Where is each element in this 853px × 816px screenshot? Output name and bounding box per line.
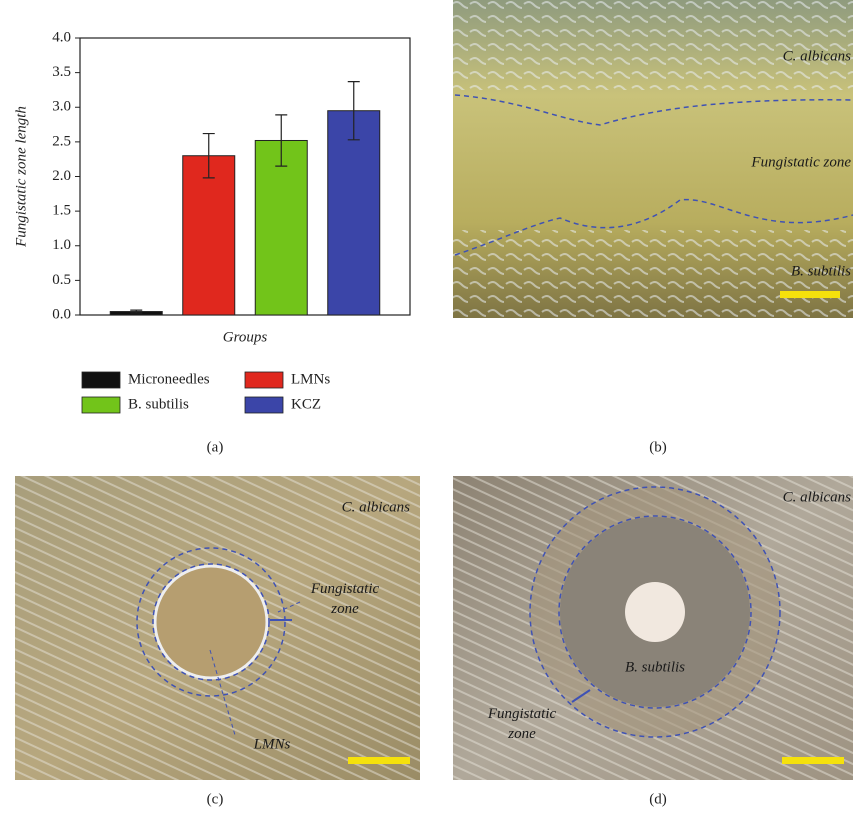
y-tick-label: 4.0 [52, 29, 71, 45]
y-tick-label: 0.0 [52, 306, 71, 322]
panel-label: (c) [207, 791, 224, 807]
bar [183, 156, 235, 315]
x-axis-label: Groups [223, 329, 268, 345]
y-tick-label: 3.0 [52, 99, 71, 115]
legend-label: Microneedles [128, 371, 210, 387]
panel-label: (a) [207, 439, 224, 455]
image-annotation: B. subtilis [625, 659, 685, 675]
y-tick-label: 3.5 [52, 64, 71, 80]
bar [328, 111, 380, 315]
image-annotation: C. albicans [783, 489, 851, 505]
image-annotation: Fungistatic zone [750, 154, 851, 170]
y-axis-label: Fungistatic zone length [13, 106, 29, 248]
legend-swatch [245, 372, 283, 388]
image-annotation: C. albicans [783, 48, 851, 64]
legend-label: LMNs [291, 371, 330, 387]
image-annotation: LMNs [253, 736, 291, 752]
image-annotation: B. subtilis [791, 263, 851, 279]
panel-label: (d) [649, 791, 667, 807]
legend-swatch [82, 372, 120, 388]
legend-label: KCZ [291, 396, 321, 412]
panel-label: (b) [649, 439, 667, 455]
y-tick-label: 2.0 [52, 168, 71, 184]
y-tick-label: 1.0 [52, 237, 71, 253]
figure: 0.0 0.5 1.0 1.5 2.0 2.5 3.0 3.5 4.0 Fungistatic z… [0, 0, 853, 816]
y-tick-label: 0.5 [52, 272, 71, 288]
legend-swatch [82, 397, 120, 413]
image-annotation: C. albicans [342, 499, 410, 515]
legend-swatch [245, 397, 283, 413]
legend-label: B. subtilis [128, 396, 189, 412]
y-tick-label: 1.5 [52, 203, 71, 219]
y-tick-label: 2.5 [52, 133, 71, 149]
photo-c [15, 476, 420, 780]
